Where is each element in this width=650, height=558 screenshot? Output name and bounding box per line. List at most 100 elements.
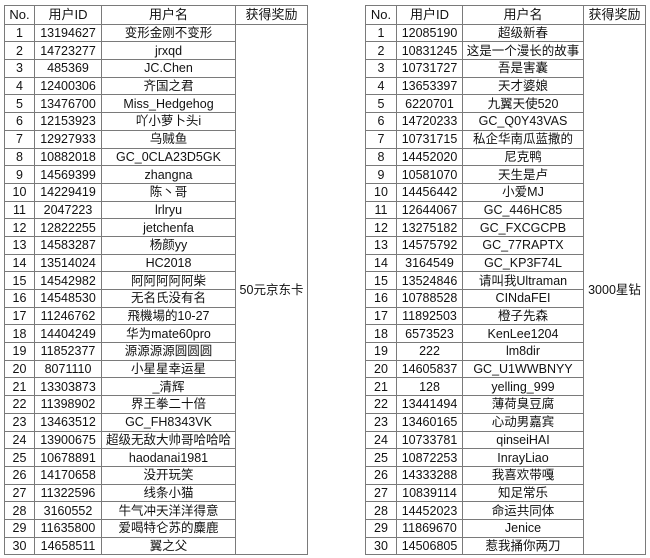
table-row: 8 10882018 GC_0CLA23D5GK — [4, 147, 308, 167]
cell-user-id: 14548530 — [34, 289, 102, 308]
table-row: 19 11852377 源源源源圆圆圆 — [4, 342, 308, 361]
cell-username: 惹我捅你两刀 — [462, 536, 584, 556]
cell-username: 牛气冲天洋洋得意 — [101, 501, 236, 520]
table-row: 30 14658511 翼之父 — [4, 536, 308, 556]
header-user-id: 用户ID — [396, 5, 463, 25]
cell-user-id: 14720233 — [396, 112, 463, 131]
table-row: 7 10731715 私企华南瓜蓝撒的 — [365, 129, 646, 149]
cell-no: 18 — [4, 324, 35, 344]
cell-user-id: 10839114 — [396, 483, 463, 503]
cell-no: 9 — [365, 165, 397, 184]
header-username: 用户名 — [462, 5, 584, 25]
cell-user-id: 14569399 — [34, 165, 102, 184]
table-row: 16 14548530 无名氏没有名 — [4, 289, 308, 308]
cell-username: 吾是害囊 — [462, 59, 584, 78]
cell-user-id: 2047223 — [34, 200, 102, 220]
cell-username: 橙子先森 — [462, 306, 584, 326]
cell-user-id: 14583287 — [34, 235, 102, 255]
cell-no: 28 — [365, 501, 397, 520]
header-reward: 获得奖励 — [235, 5, 308, 25]
cell-user-id: 10872253 — [396, 448, 463, 467]
cell-no: 15 — [365, 271, 397, 290]
cell-no: 18 — [365, 324, 397, 344]
cell-no: 10 — [4, 182, 35, 202]
cell-username: GC_U1WWBNYY — [462, 359, 584, 379]
cell-user-id: 10731727 — [396, 59, 463, 78]
cell-username: 这是一个漫长的故事 — [462, 41, 584, 61]
cell-no: 16 — [4, 289, 35, 308]
cell-username: InrayLiao — [462, 448, 584, 467]
cell-no: 7 — [4, 129, 35, 149]
cell-user-id: 14506805 — [396, 536, 463, 556]
cell-no: 30 — [365, 536, 397, 556]
cell-username: JC.Chen — [101, 59, 236, 78]
cell-username: 命运共同体 — [462, 501, 584, 520]
cell-no: 6 — [4, 112, 35, 131]
cell-no: 3 — [365, 59, 397, 78]
cell-user-id: 11869670 — [396, 518, 463, 538]
cell-username: 华为mate60pro — [101, 324, 236, 344]
table-row: 9 14569399 zhangna — [4, 165, 308, 184]
cell-no: 19 — [4, 342, 35, 361]
cell-username: GC_0CLA23D5GK — [101, 147, 236, 167]
table-row: 23 13460165 心动男嘉宾 — [365, 412, 646, 432]
cell-username: GC_77RAPTX — [462, 235, 584, 255]
cell-user-id: 3164549 — [396, 253, 463, 273]
cell-username: 源源源源圆圆圆 — [101, 342, 236, 361]
table-row: 30 14506805 惹我捅你两刀 — [365, 536, 646, 556]
cell-user-id: 10581070 — [396, 165, 463, 184]
table-row: 11 2047223 lrlryu — [4, 200, 308, 220]
cell-no: 21 — [4, 377, 35, 397]
cell-username: 私企华南瓜蓝撒的 — [462, 129, 584, 149]
cell-no: 5 — [365, 94, 397, 114]
cell-no: 23 — [4, 412, 35, 432]
cell-no: 8 — [4, 147, 35, 167]
cell-no: 17 — [4, 306, 35, 326]
cell-no: 22 — [4, 395, 35, 414]
cell-user-id: 3160552 — [34, 501, 102, 520]
cell-username: 薄荷臭豆腐 — [462, 395, 584, 414]
cell-no: 27 — [4, 483, 35, 503]
cell-username: Jenice — [462, 518, 584, 538]
cell-no: 2 — [365, 41, 397, 61]
cell-user-id: 12400306 — [34, 76, 102, 96]
table-row: 12 12822255 jetchenfa — [4, 218, 308, 237]
cell-username: 线条小猫 — [101, 483, 236, 503]
cell-reward: 50元京东卡 — [235, 23, 308, 556]
table-row: 27 11322596 线条小猫 — [4, 483, 308, 503]
cell-username: jrxqd — [101, 41, 236, 61]
cell-user-id: 12822255 — [34, 218, 102, 237]
cell-user-id: 13441494 — [396, 395, 463, 414]
cell-no: 14 — [365, 253, 397, 273]
cell-username: 超级新春 — [462, 23, 584, 43]
winners-table-star-diamond: No. 用户ID 用户名 获得奖励 1 12085190 超级新春 3000星钻 2 10… — [365, 5, 646, 556]
cell-no: 8 — [365, 147, 397, 167]
table-row: 4 13653397 天才婆娘 — [365, 76, 646, 96]
cell-user-id: 13275182 — [396, 218, 463, 237]
table-row: 7 12927933 乌贼鱼 — [4, 129, 308, 149]
cell-user-id: 12085190 — [396, 23, 463, 43]
cell-username: 知足常乐 — [462, 483, 584, 503]
table-row: 18 6573523 KenLee1204 — [365, 324, 646, 344]
cell-no: 12 — [365, 218, 397, 237]
cell-username: Miss_Hedgehog — [101, 94, 236, 114]
cell-user-id: 14723277 — [34, 41, 102, 61]
cell-user-id: 14575792 — [396, 235, 463, 255]
cell-user-id: 13463512 — [34, 412, 102, 432]
table-row: 22 13441494 薄荷臭豆腐 — [365, 395, 646, 414]
cell-no: 21 — [365, 377, 397, 397]
cell-user-id: 13476700 — [34, 94, 102, 114]
table-row: 20 14605837 GC_U1WWBNYY — [365, 359, 646, 379]
cell-user-id: 11246762 — [34, 306, 102, 326]
cell-username: 小星星幸运星 — [101, 359, 236, 379]
cell-no: 26 — [365, 465, 397, 485]
cell-user-id: 485369 — [34, 59, 102, 78]
header-no: No. — [365, 5, 397, 25]
table-row: 24 10733781 qinseiHAI — [365, 430, 646, 450]
cell-user-id: 13514024 — [34, 253, 102, 273]
table-row: 26 14333288 我喜欢带嘎 — [365, 465, 646, 485]
cell-username: GC_Q0Y43VAS — [462, 112, 584, 131]
cell-reward: 3000星钻 — [583, 23, 646, 556]
cell-user-id: 13194627 — [34, 23, 102, 43]
cell-username: 齐国之君 — [101, 76, 236, 96]
